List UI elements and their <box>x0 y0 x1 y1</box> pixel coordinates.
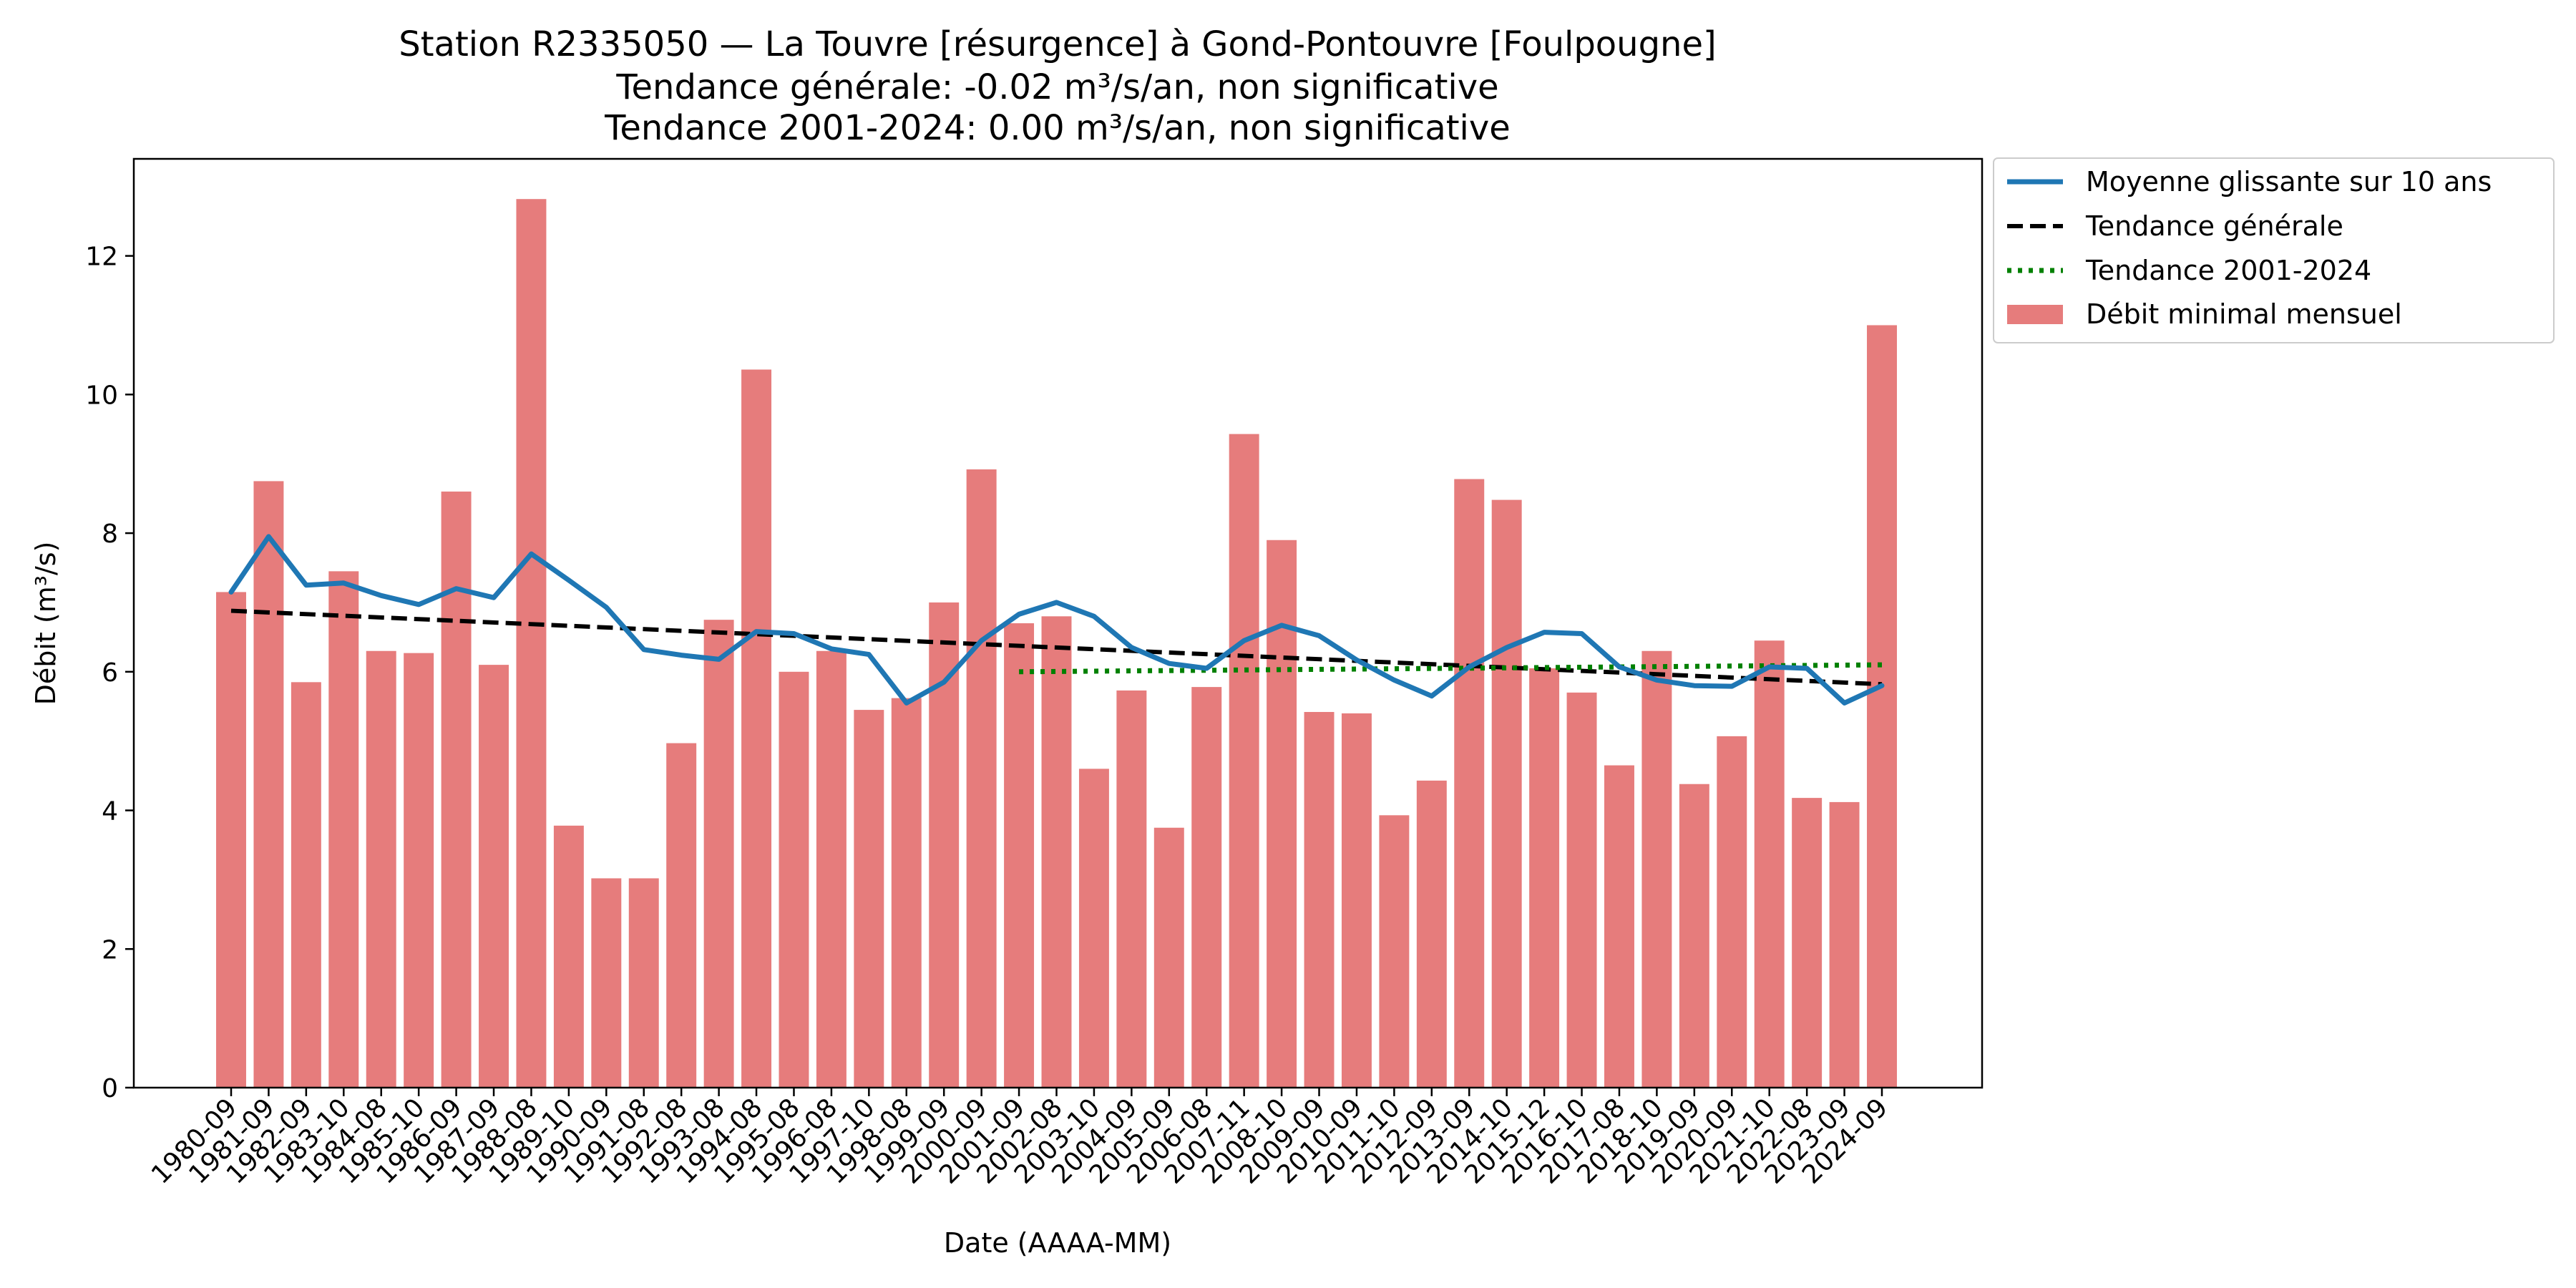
bar-2017-08 <box>1604 765 1634 1088</box>
bar-1997-10 <box>854 710 884 1088</box>
chart-title-line-2: Tendance générale: -0.02 m³/s/an, non si… <box>615 67 1498 107</box>
x-axis-label: Date (AAAA-MM) <box>944 1227 1171 1259</box>
bar-1980-09 <box>216 592 246 1088</box>
y-tick-label-4: 4 <box>102 797 118 826</box>
legend-swatch-bars <box>2007 305 2063 324</box>
bar-1993-08 <box>703 620 734 1088</box>
bar-1986-09 <box>441 491 472 1088</box>
bar-2008-10 <box>1267 540 1297 1088</box>
bar-1992-08 <box>666 743 697 1088</box>
legend: Moyenne glissante sur 10 ans Tendance gé… <box>1993 157 2555 343</box>
bars-layer <box>216 199 1897 1088</box>
legend-label-bars: Débit minimal mensuel <box>2086 298 2402 330</box>
legend-label-general-trend: Tendance générale <box>2085 210 2343 242</box>
bar-2000-09 <box>966 469 997 1088</box>
y-tick-label-2: 2 <box>102 935 118 965</box>
y-tick-label-0: 0 <box>102 1074 118 1103</box>
plot-area-frame <box>132 157 1984 1089</box>
bar-1991-08 <box>628 878 659 1088</box>
bar-1985-10 <box>404 653 434 1088</box>
bar-2009-09 <box>1304 711 1335 1088</box>
bar-1999-09 <box>929 602 960 1088</box>
chart-title: Station R2335050 — La Touvre [résurgence… <box>399 24 1716 148</box>
bar-1983-10 <box>328 571 359 1088</box>
bar-2016-10 <box>1566 692 1597 1088</box>
bar-1998-08 <box>891 698 922 1088</box>
bar-1984-08 <box>366 650 396 1088</box>
bar-2001-09 <box>1004 623 1035 1088</box>
y-axis-label: Débit (m³/s) <box>30 542 62 706</box>
bar-2012-09 <box>1416 780 1447 1088</box>
bar-1990-09 <box>591 878 622 1088</box>
bar-1982-09 <box>291 682 321 1088</box>
bar-2003-10 <box>1078 769 1109 1088</box>
legend-label-recent-trend: Tendance 2001-2024 <box>2085 255 2371 286</box>
rolling-mean-line <box>228 534 1885 706</box>
y-tick-label-10: 10 <box>85 381 118 410</box>
bar-2021-10 <box>1754 640 1785 1088</box>
bar-2004-09 <box>1116 690 1147 1088</box>
bar-2018-10 <box>1641 650 1672 1088</box>
bar-1981-09 <box>253 481 284 1088</box>
bar-1996-08 <box>816 650 847 1088</box>
y-axis: 0 2 4 6 8 10 12 <box>85 243 134 1103</box>
recent-trend-line <box>1019 662 1883 675</box>
legend-label-rolling-mean: Moyenne glissante sur 10 ans <box>2086 166 2492 197</box>
bar-2024-09 <box>1867 325 1897 1088</box>
bar-2010-09 <box>1341 713 1372 1088</box>
bar-2005-09 <box>1153 827 1184 1088</box>
general-trend-line <box>230 608 1883 687</box>
bar-2015-12 <box>1529 668 1560 1088</box>
bar-2022-08 <box>1792 798 1823 1088</box>
bar-2023-09 <box>1829 801 1860 1088</box>
bar-2014-10 <box>1491 499 1522 1088</box>
y-tick-label-12: 12 <box>85 243 118 272</box>
bar-1994-08 <box>741 369 772 1088</box>
bar-2002-08 <box>1041 616 1072 1088</box>
bar-2006-08 <box>1191 687 1222 1088</box>
bar-1995-08 <box>779 671 809 1088</box>
trend-lines-layer <box>230 608 1883 687</box>
rolling-mean-layer <box>228 534 1885 706</box>
y-tick-label-6: 6 <box>102 658 118 688</box>
chart-title-line-3: Tendance 2001-2024: 0.00 m³/s/an, non si… <box>604 108 1511 148</box>
bar-1989-10 <box>553 825 584 1088</box>
y-tick-label-8: 8 <box>102 519 118 549</box>
bar-2011-10 <box>1379 815 1410 1088</box>
bar-2007-11 <box>1229 434 1259 1088</box>
legend-frame <box>1993 157 2555 343</box>
chart-title-line-1: Station R2335050 — La Touvre [résurgence… <box>399 24 1716 64</box>
bar-2013-09 <box>1454 479 1485 1088</box>
bar-1987-09 <box>479 665 509 1088</box>
bar-2019-09 <box>1679 784 1709 1088</box>
bar-2020-09 <box>1717 736 1747 1088</box>
bar-1988-08 <box>516 199 547 1088</box>
